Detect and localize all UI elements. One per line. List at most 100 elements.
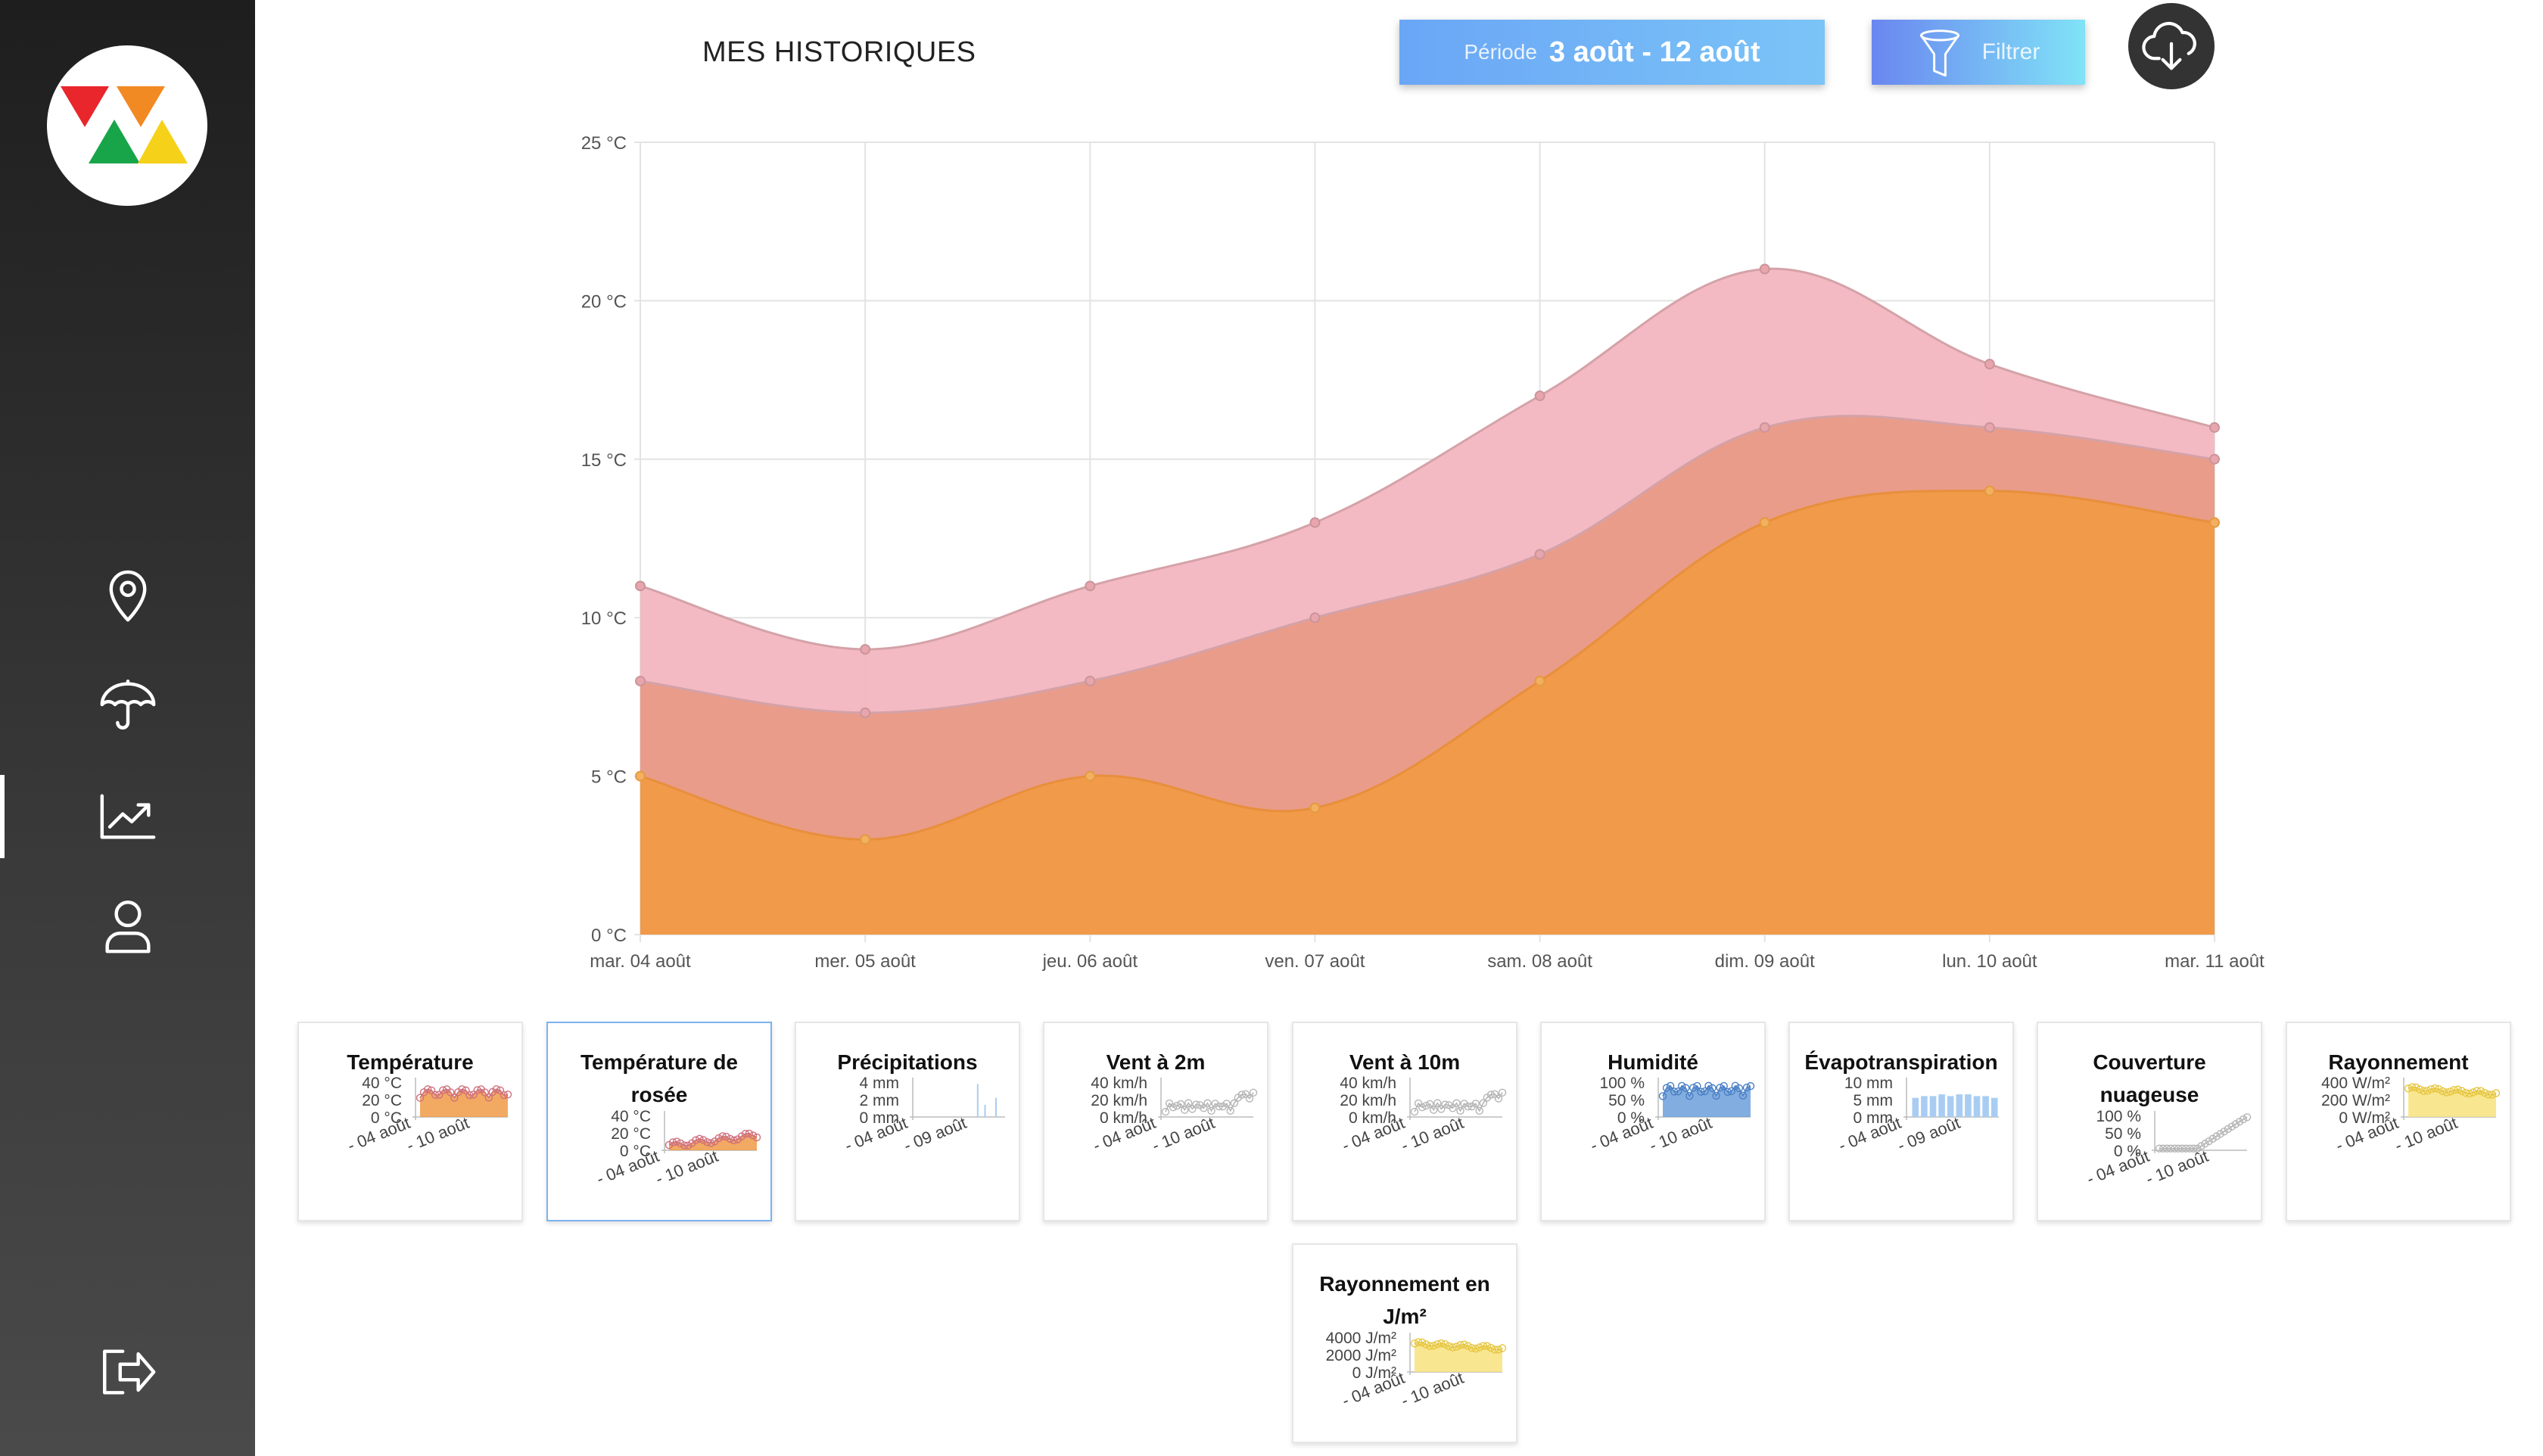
mini-point — [676, 1139, 685, 1148]
mini-point — [1708, 1084, 1717, 1093]
mini-point — [1176, 1100, 1185, 1109]
mini-area — [1663, 1085, 1751, 1117]
mini-point — [450, 1094, 459, 1102]
mini-y-tick: 0 W/m² — [2339, 1109, 2390, 1127]
mini-bar — [1965, 1094, 1972, 1117]
card-title: Humidité — [1542, 1046, 1764, 1078]
trending-up-icon — [100, 794, 155, 839]
mini-point — [1410, 1339, 1419, 1348]
mini-point — [2431, 1084, 2439, 1093]
mini-point — [1678, 1081, 1686, 1090]
mini-y-tick: 20 km/h — [1340, 1092, 1396, 1109]
data-point[interactable] — [1984, 485, 1995, 496]
y-tick-label: 20 °C — [581, 291, 627, 312]
data-point[interactable] — [635, 675, 646, 686]
mini-point — [2469, 1088, 2477, 1097]
data-point[interactable] — [1534, 390, 1545, 402]
mini-point — [2190, 1144, 2198, 1153]
metric-card[interactable]: Vent à 2m 40 km/h 20 km/h 0 km/h - 04 août - … — [1043, 1022, 1268, 1221]
mini-point — [1222, 1100, 1231, 1108]
mini-point — [1241, 1090, 1250, 1098]
mini-point — [2197, 1142, 2205, 1150]
mini-point — [1161, 1107, 1170, 1116]
sidebar-item-location[interactable] — [0, 552, 255, 636]
mini-chart: 100 %50 %0 %- 04 août- 10 août — [2084, 1108, 2252, 1189]
mini-point — [496, 1086, 505, 1095]
data-point[interactable] — [2209, 453, 2220, 465]
data-point[interactable] — [635, 580, 646, 592]
card-title-line: Vent à 2m — [1106, 1050, 1206, 1074]
metric-card[interactable]: Température de rosée 40 °C 20 °C 0 °C - 04 ao… — [546, 1022, 772, 1221]
x-tick-label: jeu. 06 août — [1042, 951, 1138, 972]
brand-logo[interactable] — [47, 45, 207, 206]
metric-card[interactable]: Rayonnement en J/m² 4000 J/m² 2000 J/m² 0 J/… — [1292, 1243, 1517, 1443]
card-title: Vent à 10m — [1293, 1046, 1516, 1078]
metric-card[interactable]: Rayonnement 400 W/m² 200 W/m² 0 W/m² - 04 ao… — [2286, 1022, 2511, 1221]
metric-card[interactable]: Précipitations 4 mm 2 mm 0 mm - 04 août - 09 … — [795, 1022, 1020, 1221]
mini-point — [1449, 1104, 1457, 1112]
mini-point — [1738, 1091, 1748, 1100]
mini-point — [2419, 1087, 2428, 1095]
card-title-line: nuageuse — [2099, 1083, 2199, 1106]
data-point[interactable] — [860, 834, 871, 845]
mini-chart: 4 mm2 mm0 mm- 04 août- 09 août — [842, 1075, 1005, 1156]
sidebar-item-weather[interactable] — [0, 663, 255, 746]
sidebar-item-history[interactable] — [0, 775, 255, 858]
mini-point — [416, 1094, 425, 1102]
filter-button[interactable]: Filtrer — [1872, 20, 2085, 85]
mini-point — [722, 1132, 730, 1141]
metric-card[interactable]: Vent à 10m 40 km/h 20 km/h 0 km/h - 04 août -… — [1292, 1022, 1517, 1221]
download-button[interactable] — [2128, 3, 2215, 89]
period-button[interactable]: Période 3 août - 12 août — [1399, 20, 1825, 85]
data-point[interactable] — [1759, 263, 1770, 275]
data-point[interactable] — [1759, 517, 1770, 528]
series-line-2 — [640, 490, 2215, 841]
mini-point — [1704, 1081, 1713, 1090]
mini-chart: 10 mm5 mm0 mm- 04 août- 09 août — [1836, 1075, 1999, 1156]
mini-point — [1425, 1342, 1434, 1350]
data-point[interactable] — [1759, 422, 1770, 433]
mini-point — [1430, 1342, 1438, 1350]
mini-point — [1421, 1101, 1430, 1110]
card-title-line: rosée — [630, 1083, 688, 1106]
series-line-1 — [640, 415, 2215, 714]
mini-point — [2454, 1085, 2462, 1094]
sidebar-item-profile[interactable] — [0, 884, 255, 967]
data-point[interactable] — [1309, 517, 1321, 528]
data-point[interactable] — [1085, 580, 1096, 592]
card-title-line: Humidité — [1608, 1050, 1698, 1074]
data-point[interactable] — [1309, 802, 1321, 814]
mini-point — [1712, 1091, 1720, 1100]
data-point[interactable] — [1984, 359, 1995, 370]
mini-point — [1452, 1342, 1461, 1351]
data-point[interactable] — [860, 707, 871, 718]
data-point[interactable] — [1085, 770, 1096, 782]
mini-point — [1425, 1100, 1434, 1109]
mini-point — [680, 1141, 689, 1150]
data-point[interactable] — [1534, 549, 1545, 560]
data-point[interactable] — [860, 644, 871, 655]
data-point[interactable] — [2209, 517, 2220, 528]
data-point[interactable] — [1309, 612, 1321, 624]
data-point[interactable] — [1534, 675, 1545, 686]
mini-y-tick: 40 °C — [362, 1075, 402, 1092]
metric-card[interactable]: Température 40 °C 20 °C 0 °C - 04 août - 10 a… — [297, 1022, 523, 1221]
mini-point — [2208, 1134, 2217, 1143]
logout-button[interactable] — [0, 1330, 255, 1414]
mini-point — [1662, 1084, 1671, 1092]
data-point[interactable] — [1085, 675, 1096, 686]
mini-point — [435, 1090, 444, 1099]
metric-card[interactable]: Humidité 100 % 50 % 0 % - 04 août - 10 août — [1540, 1022, 1766, 1221]
data-point[interactable] — [1984, 422, 1995, 433]
metric-card[interactable]: Évapotranspiration 10 mm 5 mm 0 mm - 04 août… — [1788, 1022, 2014, 1221]
card-title-line: Rayonnement en — [1319, 1272, 1490, 1296]
metric-card[interactable]: Couverture nuageuse 100 % 50 % 0 % - 04 août -… — [2037, 1022, 2262, 1221]
card-title-line: Évapotranspiration — [1804, 1050, 1998, 1074]
data-point[interactable] — [2209, 422, 2220, 433]
data-point[interactable] — [635, 770, 646, 782]
mini-point — [2170, 1144, 2179, 1153]
mini-x-tick: - 10 août — [2143, 1146, 2212, 1189]
mini-point — [2488, 1090, 2497, 1099]
mini-point — [1494, 1346, 1503, 1354]
